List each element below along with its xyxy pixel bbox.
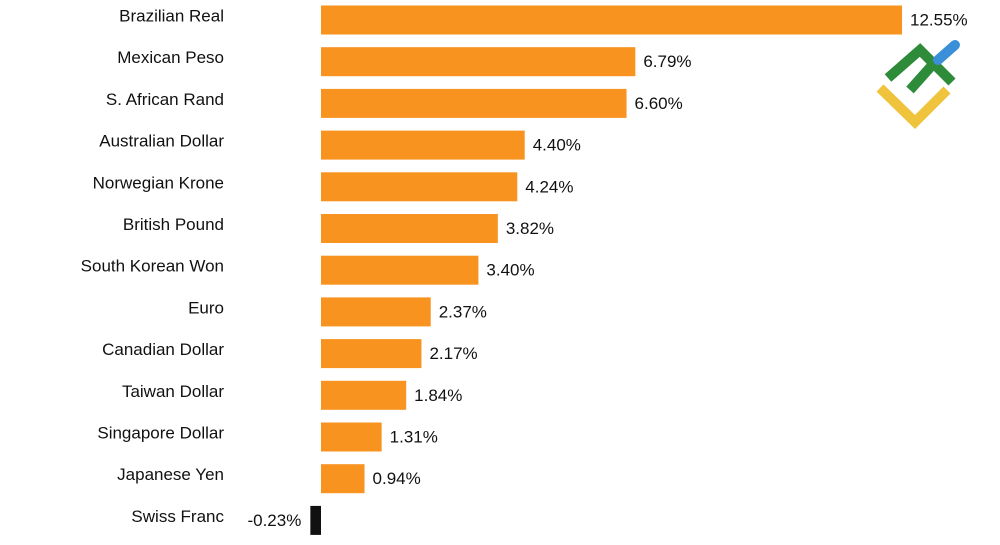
category-label: Brazilian Real xyxy=(119,6,224,25)
logo-blue xyxy=(933,40,960,65)
logo-green-bar xyxy=(906,58,939,94)
category-label: British Pound xyxy=(123,215,224,234)
bar xyxy=(321,422,382,452)
bar xyxy=(321,5,902,35)
category-label: Swiss Franc xyxy=(131,507,224,526)
bar xyxy=(321,255,479,285)
logo xyxy=(876,40,960,130)
bar xyxy=(321,130,525,160)
value-label: 3.40% xyxy=(486,261,534,280)
logo-yellow xyxy=(876,84,951,130)
category-label: Australian Dollar xyxy=(99,132,224,151)
value-label: 3.82% xyxy=(506,219,554,238)
logo-green xyxy=(884,43,956,86)
bar xyxy=(321,464,365,494)
category-label: Mexican Peso xyxy=(117,48,224,67)
bar xyxy=(321,214,498,243)
bar xyxy=(310,505,321,535)
category-label: Norwegian Krone xyxy=(93,173,224,192)
bar xyxy=(321,88,627,118)
bar xyxy=(321,339,422,369)
category-label: Euro xyxy=(188,298,224,317)
category-label: S. African Rand xyxy=(106,90,224,109)
bar xyxy=(321,47,636,77)
category-label: Canadian Dollar xyxy=(102,340,224,359)
value-label: 2.37% xyxy=(439,302,487,321)
category-label: South Korean Won xyxy=(81,257,224,276)
category-label: Taiwan Dollar xyxy=(122,382,224,401)
value-label: 1.31% xyxy=(390,427,438,446)
bar xyxy=(321,297,431,327)
value-label: 4.24% xyxy=(525,177,573,196)
value-label: 12.55% xyxy=(910,10,968,29)
bar xyxy=(321,380,407,410)
value-label: 4.40% xyxy=(533,136,581,155)
category-label: Singapore Dollar xyxy=(97,423,224,442)
value-label: 0.94% xyxy=(373,469,421,488)
bar xyxy=(321,172,518,202)
value-label: 1.84% xyxy=(414,386,462,405)
value-label: 6.79% xyxy=(643,52,691,71)
value-label: 2.17% xyxy=(429,344,477,363)
value-label: -0.23% xyxy=(247,511,301,530)
category-label: Japanese Yen xyxy=(117,465,224,484)
value-label: 6.60% xyxy=(635,94,683,113)
